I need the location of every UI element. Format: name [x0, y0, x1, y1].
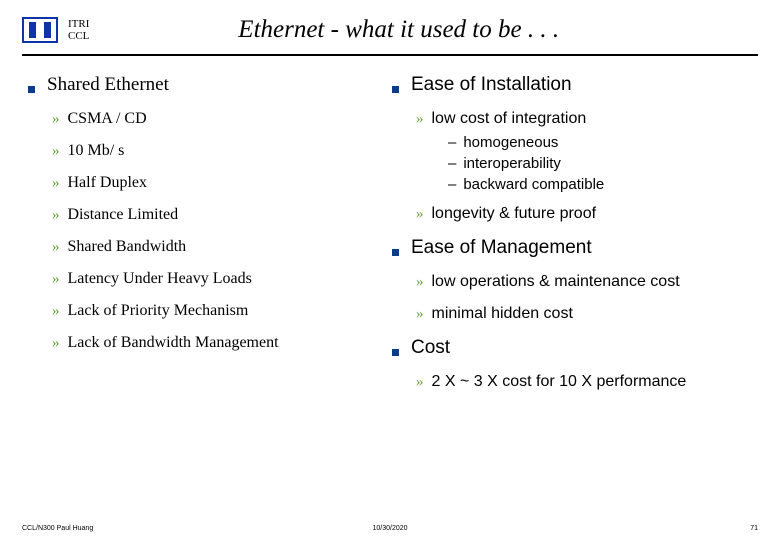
list-item: » low cost of integration	[416, 110, 752, 128]
left-column: Shared Ethernet » CSMA / CD » 10 Mb/ s » Ha…	[28, 74, 390, 405]
item-text: Lack of Priority Mechanism	[68, 302, 249, 320]
item-text: Distance Limited	[68, 206, 179, 224]
item-text: Lack of Bandwidth Management	[68, 334, 279, 352]
heading-text: Cost	[411, 337, 450, 359]
heading-text: Ease of Installation	[411, 74, 572, 96]
dash-icon: –	[448, 134, 456, 151]
item-text: minimal hidden cost	[432, 305, 573, 323]
org-line2: CCL	[68, 30, 89, 42]
list-item: » Lack of Bandwidth Management	[52, 334, 380, 352]
square-bullet-icon	[392, 349, 399, 356]
square-bullet-icon	[28, 86, 35, 93]
guillemet-icon: »	[416, 206, 424, 223]
guillemet-icon: »	[52, 111, 60, 128]
list-item: » Half Duplex	[52, 174, 380, 192]
guillemet-icon: »	[416, 306, 424, 323]
left-heading: Shared Ethernet	[28, 74, 380, 96]
right-heading-3: Cost	[392, 337, 752, 359]
item-text: 10 Mb/ s	[68, 142, 125, 160]
list-item: » minimal hidden cost	[416, 305, 752, 323]
org-label: ITRI CCL	[68, 18, 89, 42]
sub-text: backward compatible	[463, 176, 604, 193]
right-heading-2: Ease of Management	[392, 237, 752, 259]
item-text: 2 X ~ 3 X cost for 10 X performance	[432, 373, 687, 391]
list-item: » Shared Bandwidth	[52, 238, 380, 256]
list-item: » 10 Mb/ s	[52, 142, 380, 160]
sub-item: –homogeneous	[448, 134, 752, 151]
sub-text: homogeneous	[463, 134, 558, 151]
guillemet-icon: »	[52, 143, 60, 160]
guillemet-icon: »	[52, 175, 60, 192]
sub-item: –backward compatible	[448, 176, 752, 193]
item-text: low cost of integration	[432, 110, 587, 128]
guillemet-icon: »	[52, 207, 60, 224]
list-item: » Latency Under Heavy Loads	[52, 270, 380, 288]
slide-header: ITRI CCL Ethernet - what it used to be .…	[0, 0, 780, 54]
slide-footer: CCL/N300 Paul Huang 10/30/2020 71	[0, 525, 780, 532]
dash-icon: –	[448, 155, 456, 172]
footer-left: CCL/N300 Paul Huang	[22, 525, 93, 532]
dash-icon: –	[448, 176, 456, 193]
slide-content: Shared Ethernet » CSMA / CD » 10 Mb/ s » Ha…	[0, 74, 780, 405]
footer-page: 71	[750, 525, 758, 532]
guillemet-icon: »	[52, 303, 60, 320]
list-item: » 2 X ~ 3 X cost for 10 X performance	[416, 373, 752, 391]
list-item: » Lack of Priority Mechanism	[52, 302, 380, 320]
right-column: Ease of Installation » low cost of integr…	[390, 74, 752, 405]
item-text: Half Duplex	[68, 174, 148, 192]
header-divider	[22, 54, 758, 56]
square-bullet-icon	[392, 86, 399, 93]
guillemet-icon: »	[416, 274, 424, 291]
guillemet-icon: »	[52, 271, 60, 288]
item-text: Latency Under Heavy Loads	[68, 270, 252, 288]
itri-logo-icon	[22, 17, 58, 43]
item-text: Shared Bandwidth	[68, 238, 187, 256]
item-text: CSMA / CD	[68, 110, 147, 128]
item-text: low operations & maintenance cost	[432, 273, 680, 291]
sub-item: –interoperability	[448, 155, 752, 172]
item-text: longevity & future proof	[432, 205, 597, 223]
slide-title: Ethernet - what it used to be . . .	[89, 16, 758, 44]
left-heading-text: Shared Ethernet	[47, 74, 169, 96]
footer-date: 10/30/2020	[372, 525, 407, 532]
list-item: » CSMA / CD	[52, 110, 380, 128]
guillemet-icon: »	[52, 239, 60, 256]
square-bullet-icon	[392, 249, 399, 256]
guillemet-icon: »	[52, 335, 60, 352]
org-line1: ITRI	[68, 18, 89, 30]
sub-text: interoperability	[463, 155, 561, 172]
list-item: » Distance Limited	[52, 206, 380, 224]
list-item: » low operations & maintenance cost	[416, 273, 752, 291]
heading-text: Ease of Management	[411, 237, 592, 259]
list-item: » longevity & future proof	[416, 205, 752, 223]
guillemet-icon: »	[416, 111, 424, 128]
right-heading-1: Ease of Installation	[392, 74, 752, 96]
guillemet-icon: »	[416, 374, 424, 391]
